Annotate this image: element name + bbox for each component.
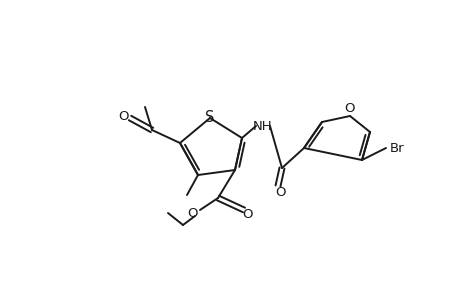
Text: O: O	[118, 110, 129, 122]
Text: S: S	[205, 110, 214, 125]
Text: O: O	[344, 103, 354, 116]
Text: O: O	[275, 185, 285, 199]
Text: O: O	[187, 208, 198, 220]
Text: NH: NH	[252, 119, 272, 133]
Text: Br: Br	[389, 142, 403, 154]
Text: O: O	[242, 208, 253, 221]
